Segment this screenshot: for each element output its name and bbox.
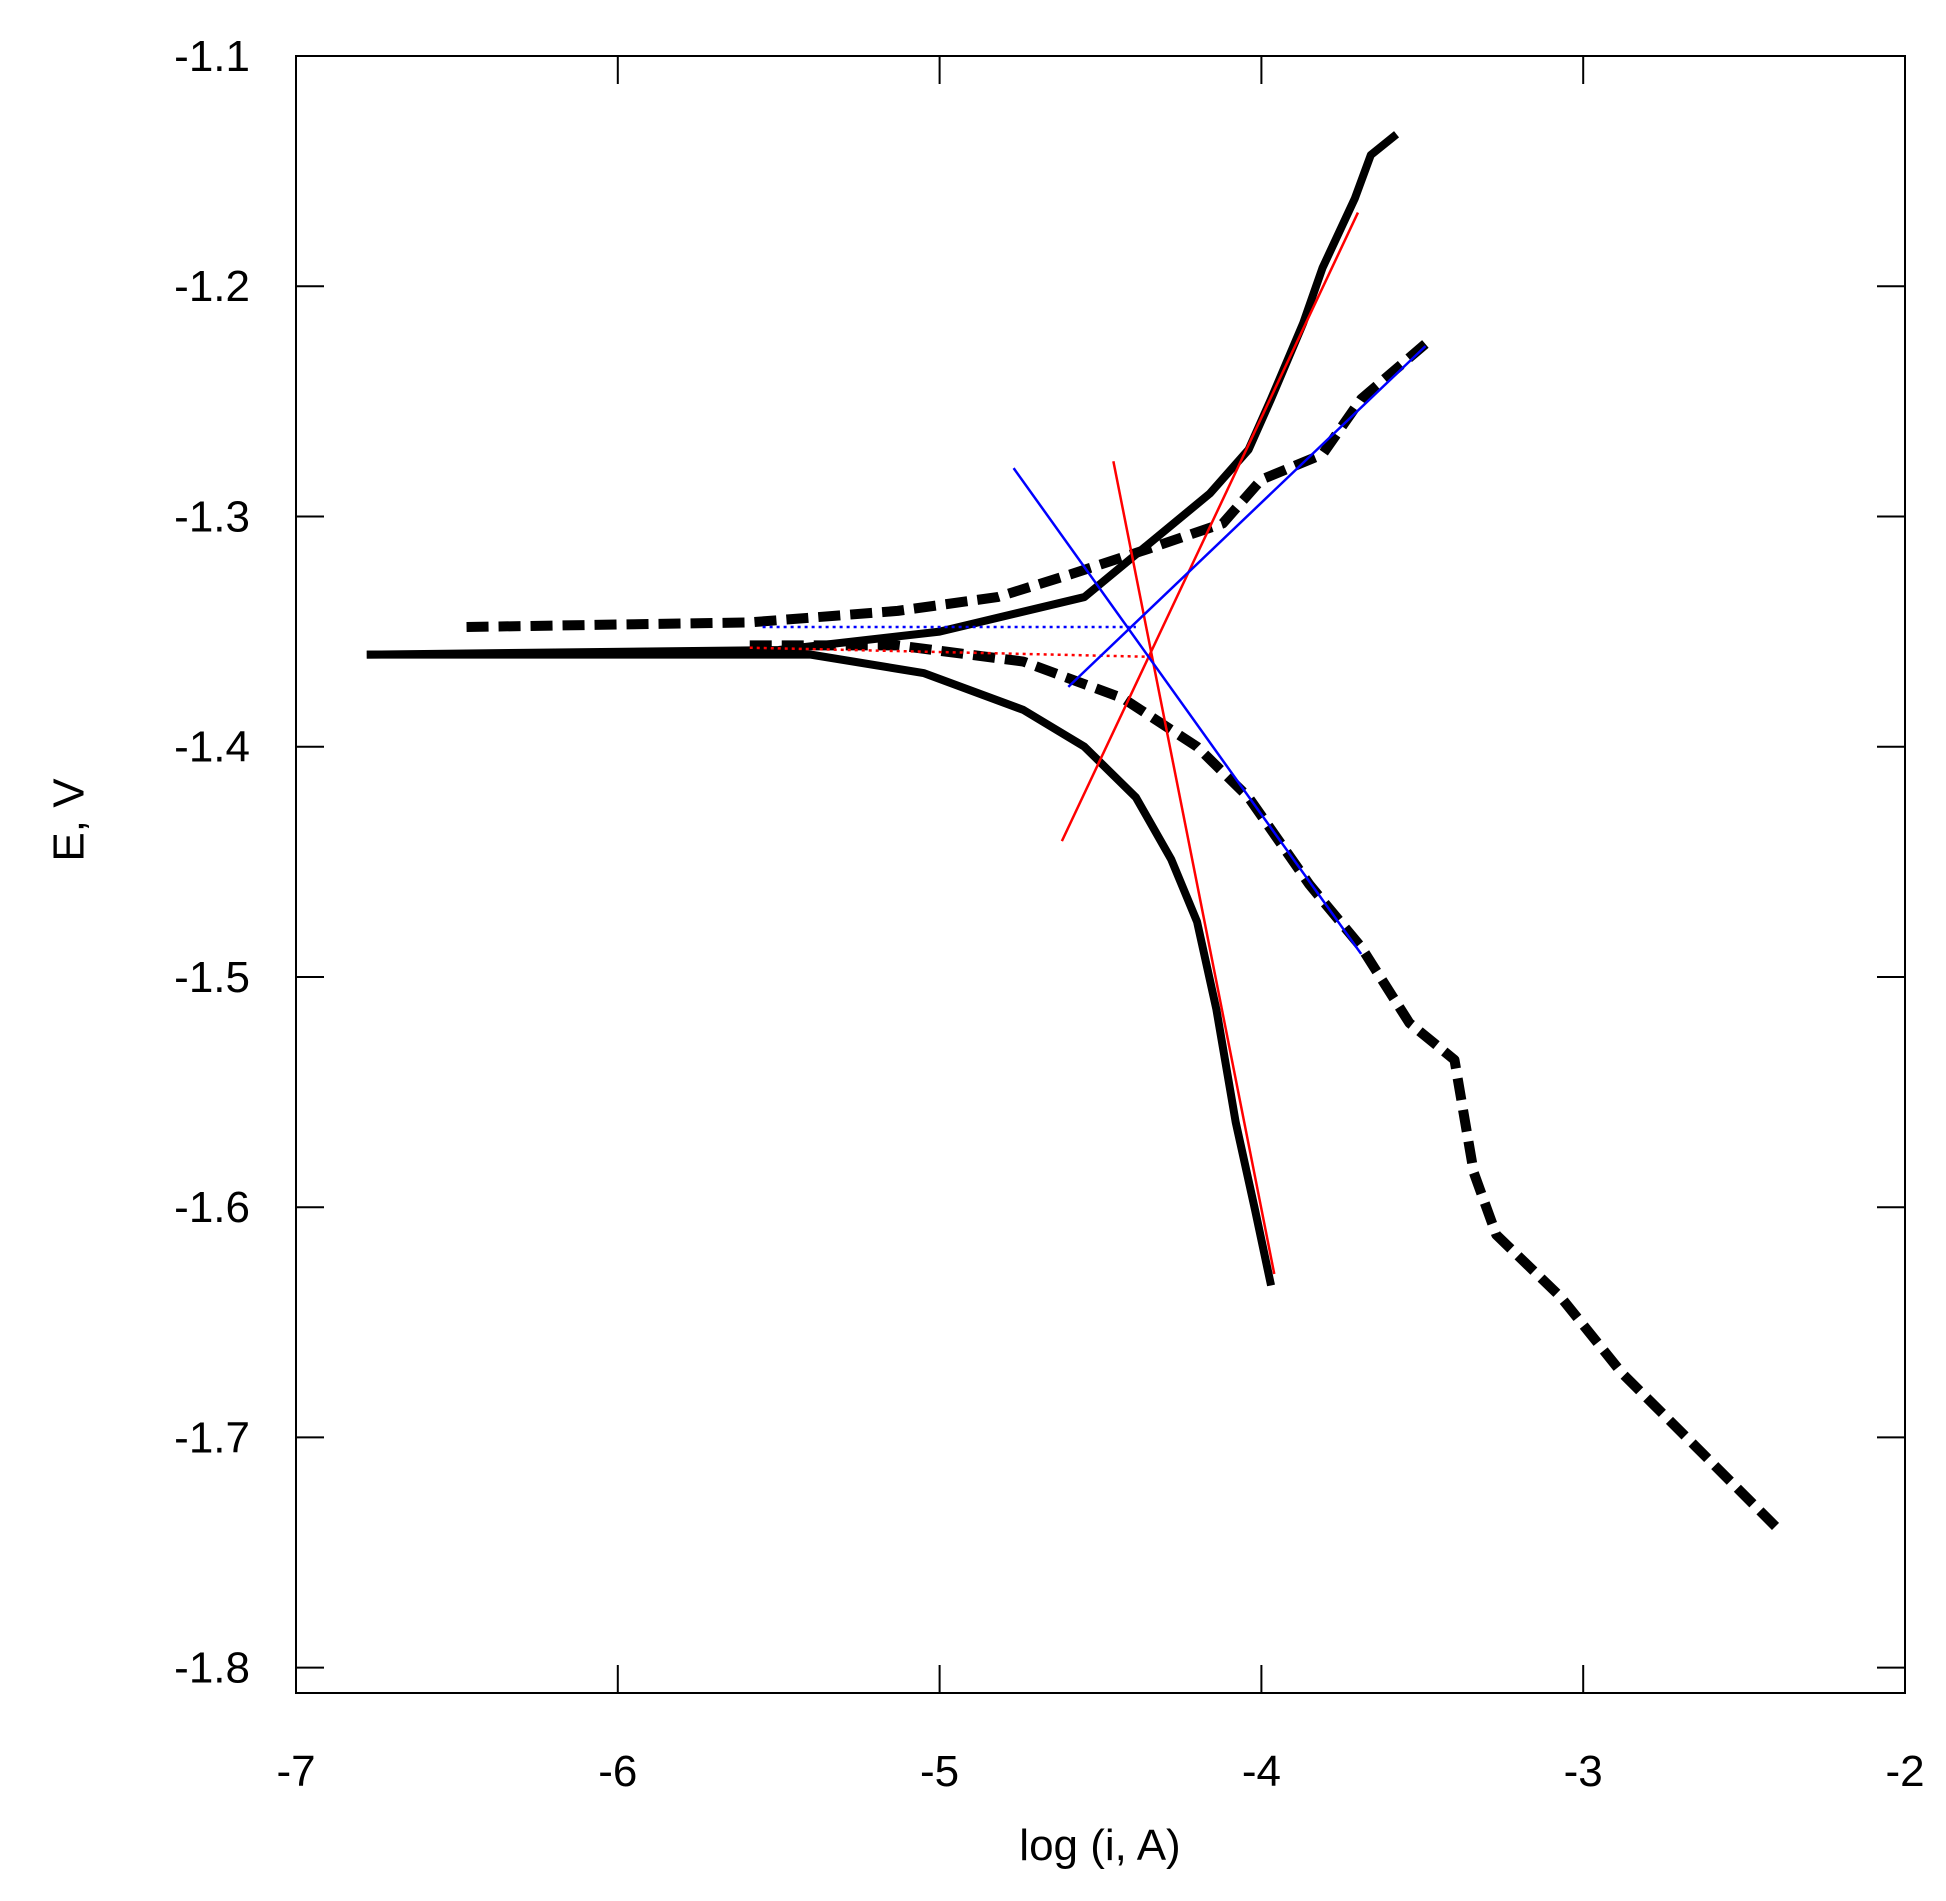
x-tick-label: -6 [598, 1747, 637, 1796]
y-tick-label: -1.6 [174, 1183, 250, 1232]
series-line [466, 340, 1429, 632]
series-line [1112, 460, 1276, 1275]
series-line [366, 131, 1400, 659]
y-tick-label: -1.8 [174, 1644, 250, 1693]
x-tick-label: -5 [920, 1747, 959, 1796]
x-tick-label: -7 [276, 1747, 315, 1796]
x-tick-label: -4 [1242, 1747, 1281, 1796]
series-line [1067, 345, 1427, 688]
y-tick-label: -1.3 [174, 492, 250, 541]
x-tick-label: -2 [1885, 1747, 1924, 1796]
y-tick-label: -1.5 [174, 953, 250, 1002]
y-tick-label: -1.2 [174, 262, 250, 311]
series-line [1060, 212, 1360, 842]
y-tick-label: -1.4 [174, 723, 250, 772]
x-axis-label: log (i, A) [1019, 1821, 1180, 1870]
series-line [749, 640, 1780, 1531]
series-line [1012, 467, 1363, 955]
x-tick-label: -3 [1564, 1747, 1603, 1796]
series-line [749, 646, 1156, 659]
y-tick-label: -1.1 [174, 32, 250, 81]
y-tick-label: -1.7 [174, 1413, 250, 1462]
plot-frame [295, 55, 1906, 1694]
series-line [366, 650, 1275, 1287]
y-axis-label: E, V [45, 778, 94, 862]
